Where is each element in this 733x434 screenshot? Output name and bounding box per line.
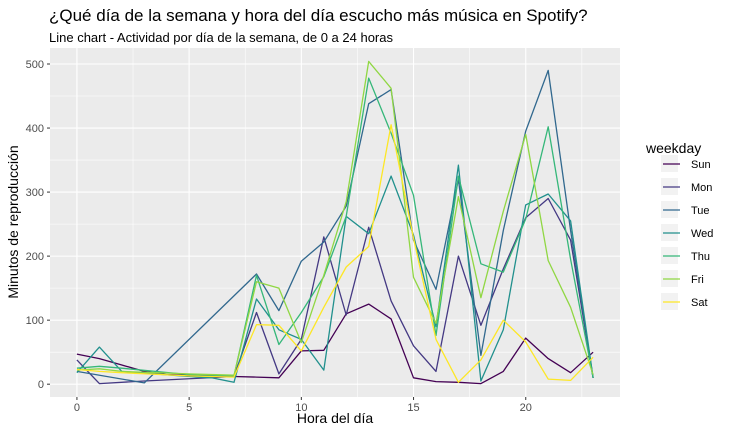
series-line-sat <box>76 124 594 383</box>
series-lines <box>76 60 594 385</box>
legend-label-mon: Mon <box>691 182 712 194</box>
legend-label-fri: Fri <box>691 274 704 286</box>
legend: weekday Sun Mon Tue Wed Thu Fri Sat <box>645 140 713 314</box>
plot-panel <box>50 48 620 397</box>
y-tick-label: 300 <box>26 187 44 199</box>
legend-label-sat: Sat <box>691 297 708 309</box>
x-tick-label: 5 <box>186 402 192 414</box>
legend-label-tue: Tue <box>691 205 710 217</box>
y-tick-label: 100 <box>26 315 44 327</box>
series-line-fri <box>76 60 594 376</box>
chart-subtitle: Line chart - Actividad por día de la sem… <box>49 30 393 45</box>
legend-label-wed: Wed <box>691 228 713 240</box>
series-line-thu <box>76 77 594 378</box>
y-axis-title: Minutos de reproducción <box>5 145 21 298</box>
legend-label-sun: Sun <box>691 159 711 171</box>
x-tick-label: 10 <box>295 402 307 414</box>
x-tick-label: 0 <box>74 402 80 414</box>
y-tick-label: 500 <box>26 59 44 71</box>
series-line-wed <box>76 164 594 383</box>
x-tick-label: 20 <box>520 402 532 414</box>
legend-label-thu: Thu <box>691 251 710 263</box>
y-tick-label: 200 <box>26 251 44 263</box>
legend-title: weekday <box>645 140 701 156</box>
chart-title: ¿Qué día de la semana y hora del día esc… <box>49 6 588 25</box>
y-tick-label: 400 <box>26 123 44 135</box>
x-tick-label: 15 <box>407 402 419 414</box>
x-axis-title: Hora del día <box>297 410 373 426</box>
y-tick-label: 0 <box>38 379 44 391</box>
